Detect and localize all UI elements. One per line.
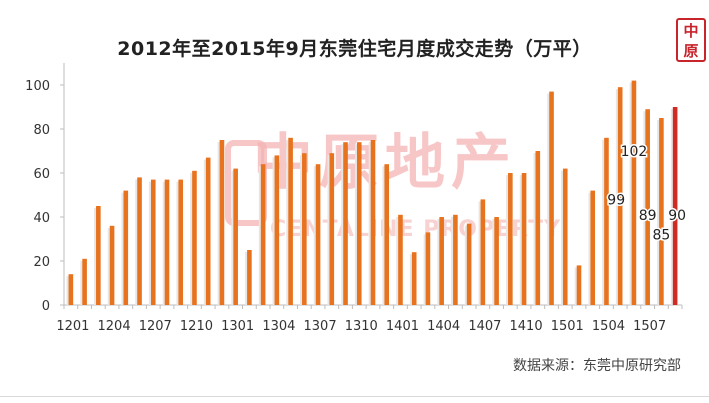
data-label: 99	[607, 192, 625, 208]
x-tick-label: 1201	[56, 319, 89, 334]
bar	[315, 164, 321, 305]
y-tick-label: 40	[33, 211, 50, 226]
bar	[384, 164, 390, 305]
bar	[480, 199, 486, 305]
x-tick-label: 1401	[386, 319, 419, 334]
x-tick-label: 1501	[551, 319, 584, 334]
source-note: 数据来源：东莞中原研究部	[513, 358, 681, 374]
x-tick-label: 1210	[180, 319, 213, 334]
bar	[659, 118, 664, 305]
bar	[260, 164, 266, 305]
bar	[645, 109, 650, 305]
bar	[329, 153, 335, 305]
bar	[535, 151, 541, 305]
bar	[123, 190, 129, 305]
bar	[562, 168, 568, 305]
data-label: 85	[652, 228, 670, 244]
bar	[178, 179, 184, 305]
bar	[96, 206, 101, 305]
bar	[274, 155, 280, 305]
bar	[576, 265, 582, 305]
bar	[302, 153, 307, 305]
y-tick-label: 60	[33, 167, 50, 182]
x-tick-label: 1301	[221, 319, 254, 334]
bar	[508, 173, 513, 305]
x-tick-label: 1410	[510, 319, 543, 334]
bar	[604, 137, 609, 305]
y-tick-label: 80	[33, 123, 50, 138]
bar	[343, 142, 348, 305]
bar	[288, 137, 293, 305]
x-tick-label: 1507	[633, 319, 666, 334]
y-tick-label: 100	[25, 79, 50, 94]
bar	[247, 250, 252, 305]
centaline-logo-icon: 中原	[676, 18, 706, 62]
x-tick-label: 1404	[427, 319, 460, 334]
bar	[439, 217, 444, 305]
x-tick-label: 1407	[468, 319, 501, 334]
watermark-subtext: CENTALINE PROPERTY	[270, 217, 561, 242]
bar	[411, 252, 417, 305]
bar	[425, 232, 431, 305]
watermark-text: 中原地产	[253, 128, 517, 198]
bar	[137, 177, 142, 305]
x-tick-label: 1504	[592, 319, 625, 334]
x-tick-label: 1310	[345, 319, 378, 334]
x-tick-label: 1207	[139, 319, 172, 334]
x-tick-label: 1304	[262, 319, 295, 334]
bar	[466, 223, 472, 305]
bar	[672, 107, 678, 305]
data-label: 90	[668, 208, 686, 224]
bar	[164, 179, 170, 305]
bar	[521, 173, 527, 305]
bar	[617, 87, 623, 305]
bar	[205, 157, 211, 305]
y-tick-label: 0	[42, 299, 50, 314]
bar	[68, 274, 74, 305]
bar	[219, 140, 225, 305]
x-tick-label: 1204	[98, 319, 131, 334]
logo-char: 中	[683, 22, 699, 40]
bottom-divider	[0, 396, 709, 397]
bar	[192, 170, 197, 305]
bar	[590, 190, 596, 305]
bar	[549, 91, 554, 305]
data-label: 102	[621, 144, 648, 160]
bar	[82, 258, 87, 305]
data-label: 89	[639, 208, 657, 224]
chart-title: 2012年至2015年9月东莞住宅月度成交走势（万平）	[117, 38, 592, 60]
bar	[150, 179, 156, 305]
y-tick-label: 20	[33, 255, 50, 270]
bar	[398, 214, 403, 305]
bar	[370, 140, 376, 305]
bar	[109, 225, 115, 305]
bar	[631, 80, 637, 305]
bar	[356, 142, 362, 305]
bar	[233, 168, 238, 305]
x-tick-label: 1307	[304, 319, 337, 334]
bar	[453, 214, 458, 305]
bar	[494, 217, 499, 305]
logo-char: 原	[683, 42, 699, 60]
